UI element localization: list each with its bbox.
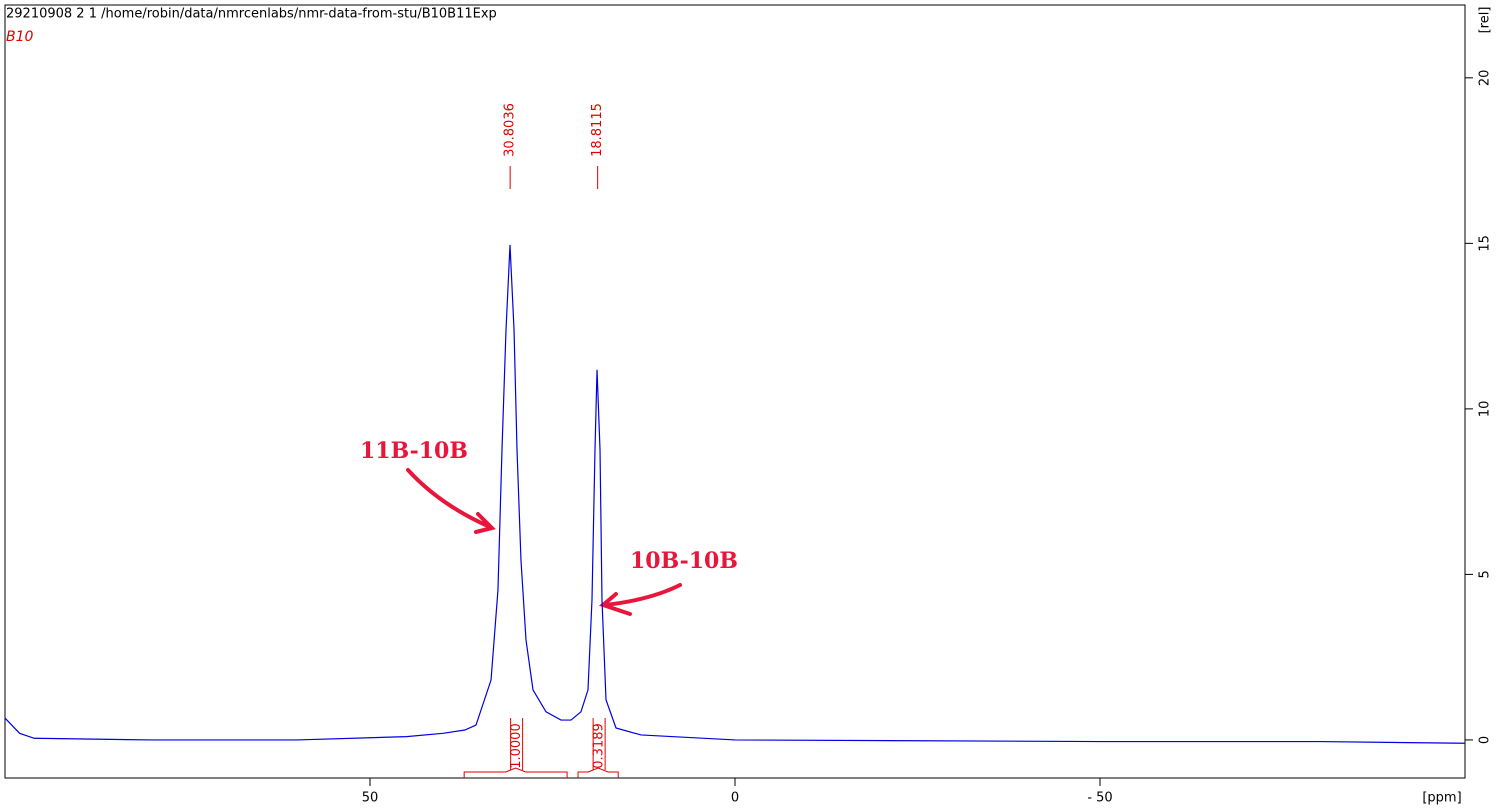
annotation: 10B-10B [630, 548, 738, 574]
header: 29210908 2 1 /home/robin/data/nmrcenlabs… [6, 7, 497, 22]
x-tick-label: 50 [362, 791, 379, 806]
subtitle: B10 [6, 29, 34, 45]
y-tick-label: 0 [1478, 736, 1493, 744]
arrow [406, 468, 496, 534]
plot-frame [4, 4, 1466, 779]
y-tick-label: 5 [1478, 570, 1493, 578]
arrow [598, 583, 682, 616]
integral-bracket [577, 767, 619, 778]
integral-label: 0.3189 [592, 723, 607, 769]
spectrum-line [4, 244, 1466, 744]
peak-label: 30.8036 [503, 103, 518, 157]
y-tick-label: 10 [1478, 401, 1493, 418]
y-axis-label: [rel] [1478, 7, 1493, 34]
peak-label: 18.8115 [590, 103, 605, 157]
x-tick-label: 0 [731, 791, 739, 806]
y-tick-label: 15 [1478, 235, 1493, 252]
integral-label: 1.0000 [509, 723, 524, 769]
annotation: 11B-10B [360, 438, 468, 464]
y-tick-label: 20 [1478, 70, 1493, 87]
integral-bracket [463, 767, 568, 778]
x-axis-label: [ppm] [1422, 791, 1461, 806]
x-tick-label: - 50 [1087, 791, 1112, 806]
